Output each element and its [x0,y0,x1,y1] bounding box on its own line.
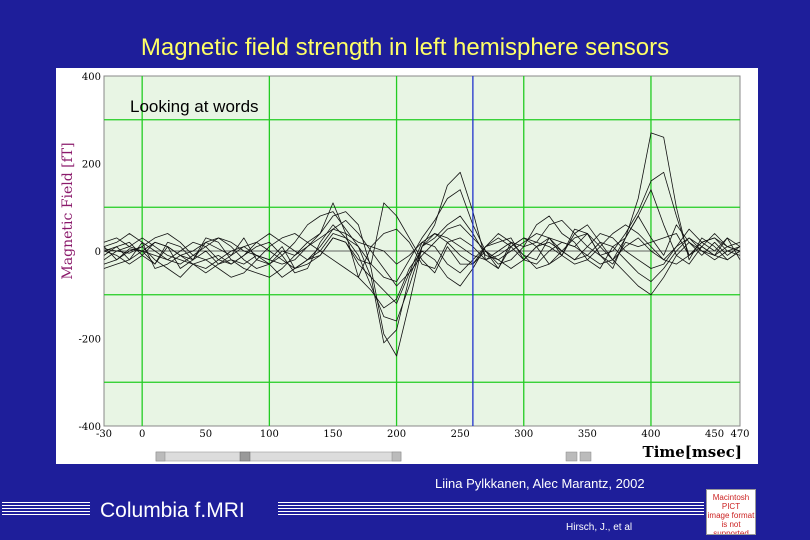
chart-title: Looking at words [130,97,259,116]
x-tick-label: 400 [641,429,660,440]
scroll-left-button[interactable] [155,451,166,462]
y-tick-label: -200 [79,335,101,346]
x-tick-label: 0 [139,429,145,440]
x-tick-label: 450 [705,429,724,440]
footer-rule-right [278,502,704,516]
y-axis-label: Magnetic Field [fT] [60,142,76,279]
chart-panel: Looking at words -30 0 50 100 150 200 250 300 350… [56,68,758,464]
x-tick-label: -30 [96,429,112,440]
trace-line-2 [103,202,741,274]
trace-line-10 [103,219,741,287]
x-axis-label: Time[msec] [643,443,742,461]
credit-text: Liina Pylkkanen, Alec Marantz, 2002 [435,476,645,491]
zoom-out-button[interactable] [565,451,578,462]
footer-rule-left [2,502,90,516]
scroll-thumb[interactable] [239,451,251,462]
footer-author: Hirsch, J., et al [566,522,633,533]
trace-line-8 [103,233,741,309]
x-tick-label: 150 [323,429,342,440]
x-tick-label: 250 [451,429,470,440]
slide-title: Magnetic field strength in left hemisphe… [140,34,670,61]
placeholder-line: image format [707,511,755,520]
missing-image-placeholder: Macintosh PICT image format is not suppo… [706,489,756,535]
footer-brand: Columbia f.MRI [100,499,245,522]
meg-chart: Looking at words -30 0 50 100 150 200 250 300 350… [60,72,750,462]
y-tick-label: -400 [79,422,101,433]
zoom-in-button[interactable] [579,451,592,462]
x-tick-label: 470 [730,429,749,440]
trace-line-5 [103,215,741,322]
x-tick-label: 300 [514,429,533,440]
x-tick-label: 200 [387,429,406,440]
y-tick-label: 0 [95,247,101,258]
placeholder-line: is not supported [713,520,749,535]
scroll-right-button[interactable] [391,451,402,462]
x-tick-label: 100 [260,429,279,440]
trace-line-9 [103,224,741,265]
placeholder-line: Macintosh PICT [712,493,750,511]
trace-line-7 [103,171,741,283]
x-tick-label: 50 [199,429,212,440]
scrollbar-track[interactable] [155,451,402,462]
y-tick-label: 200 [82,160,101,171]
y-tick-label: 400 [82,72,101,83]
x-tick-label: 350 [578,429,597,440]
